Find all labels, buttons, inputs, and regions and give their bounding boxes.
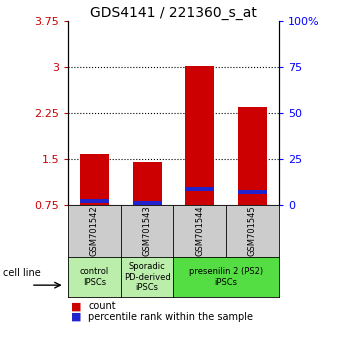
Title: GDS4141 / 221360_s_at: GDS4141 / 221360_s_at [90, 6, 257, 20]
Bar [238, 190, 267, 194]
Text: count: count [88, 301, 116, 311]
Bar [133, 162, 161, 205]
Text: ■: ■ [71, 312, 82, 322]
Text: control
IPSCs: control IPSCs [80, 267, 109, 287]
Text: GSM701544: GSM701544 [195, 206, 204, 256]
Bar [133, 201, 161, 206]
Text: percentile rank within the sample: percentile rank within the sample [88, 312, 253, 322]
Text: ■: ■ [71, 301, 82, 311]
Text: GSM701542: GSM701542 [90, 206, 99, 256]
Bar [238, 107, 267, 205]
Bar [185, 187, 214, 191]
Text: Sporadic
PD-derived
iPSCs: Sporadic PD-derived iPSCs [124, 262, 170, 292]
Text: GSM701545: GSM701545 [248, 206, 257, 256]
Bar [80, 154, 109, 205]
Text: presenilin 2 (PS2)
iPSCs: presenilin 2 (PS2) iPSCs [189, 267, 263, 287]
Text: GSM701543: GSM701543 [142, 206, 152, 256]
Text: cell line: cell line [3, 268, 41, 278]
Bar [185, 66, 214, 205]
Bar [80, 199, 109, 203]
